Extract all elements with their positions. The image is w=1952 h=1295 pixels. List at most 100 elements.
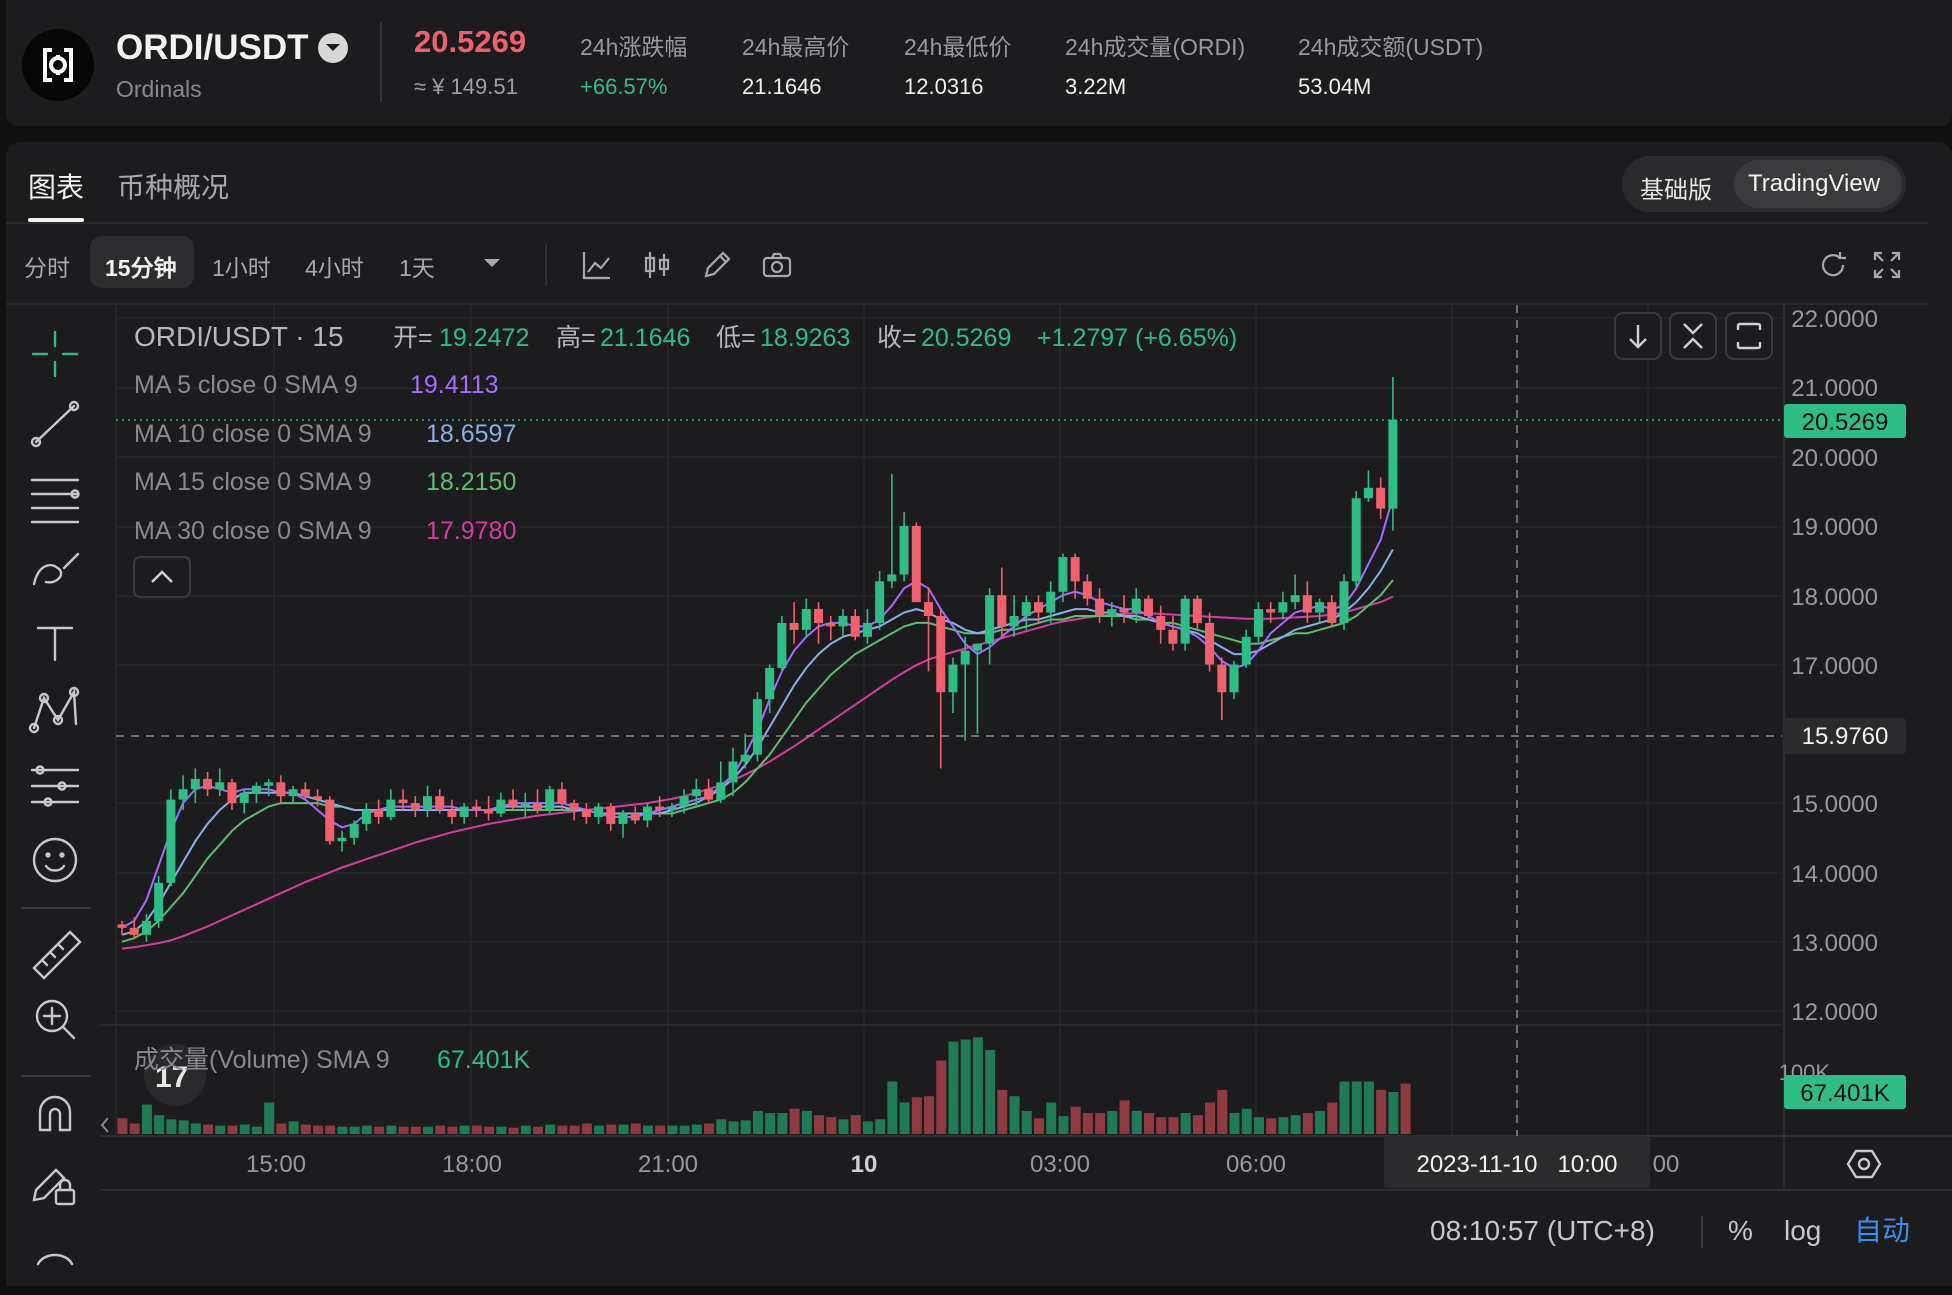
volume-bar — [752, 1110, 763, 1134]
volume-bars — [117, 1037, 1411, 1134]
volume-bar — [606, 1124, 617, 1134]
interval-15m[interactable]: 15分钟 — [105, 255, 177, 281]
volume-bar — [924, 1096, 935, 1134]
crosshair-price-label: 15.9760 — [1802, 723, 1889, 750]
volume-bar — [1058, 1116, 1069, 1134]
volume-legend-label: 成交量(Volume) SMA 9 — [134, 1046, 390, 1074]
volume-bar — [508, 1127, 519, 1134]
chevron-down-icon[interactable] — [318, 33, 348, 63]
stat-label-high: 24h最高价 — [742, 34, 850, 60]
view-tradingview-button[interactable]: TradingView — [1748, 170, 1881, 197]
stat-value-change: +66.57% — [580, 74, 668, 99]
interval-1h[interactable]: 1小时 — [212, 255, 271, 281]
candle — [569, 799, 579, 821]
zoom-in-icon[interactable] — [35, 999, 76, 1040]
more-tools-icon[interactable] — [36, 1253, 74, 1266]
text-icon[interactable] — [36, 626, 74, 662]
interval-time[interactable]: 分时 — [24, 255, 70, 281]
stat-label-turnover: 24h成交额(USDT) — [1298, 34, 1484, 60]
volume-bar — [997, 1089, 1008, 1134]
candle — [704, 778, 714, 804]
pair-title[interactable]: ORDI/USDT — [116, 28, 309, 67]
candle — [1315, 598, 1325, 623]
last-price: 20.5269 — [414, 24, 527, 59]
magnet-icon[interactable] — [38, 1095, 72, 1132]
collapse-panes-button[interactable] — [1669, 312, 1717, 360]
volume-bar — [814, 1115, 825, 1134]
interval-1d[interactable]: 1天 — [399, 255, 435, 281]
log-scale-button[interactable]: log — [1784, 1215, 1821, 1246]
volume-bar — [569, 1125, 580, 1134]
scroll-down-button[interactable] — [1614, 312, 1662, 360]
candle — [1070, 553, 1080, 599]
volume-bar — [215, 1125, 226, 1134]
view-basic-button[interactable]: 基础版 — [1640, 177, 1712, 204]
prediction-icon[interactable] — [30, 765, 80, 807]
camera-icon[interactable] — [760, 248, 794, 282]
candle — [630, 806, 640, 824]
candle — [618, 810, 628, 838]
volume-bar — [276, 1123, 287, 1134]
fullscreen-icon[interactable] — [1870, 248, 1904, 282]
volume-bar — [398, 1126, 409, 1134]
candle — [1168, 615, 1178, 651]
scroll-left-icon[interactable] — [100, 1117, 109, 1133]
interval-4h[interactable]: 4小时 — [305, 255, 364, 281]
candle — [557, 782, 567, 811]
volume-bar — [1363, 1081, 1374, 1134]
candle — [239, 789, 249, 814]
volume-bar — [862, 1121, 873, 1134]
candle — [1095, 588, 1105, 623]
candle — [178, 775, 188, 811]
candle — [1217, 657, 1227, 720]
volume-bar — [178, 1120, 189, 1134]
maximize-pane-button[interactable] — [1725, 312, 1773, 360]
x-tick-1500: 15:00 — [246, 1151, 306, 1178]
auto-scale-button[interactable]: 自动 — [1854, 1215, 1910, 1246]
horizontal-lines-icon[interactable] — [30, 478, 80, 524]
candle-type-icon[interactable] — [640, 248, 674, 282]
axis-settings-icon[interactable] — [1846, 1149, 1882, 1179]
refresh-icon[interactable] — [1816, 248, 1850, 282]
volume-bar — [532, 1126, 543, 1134]
candle — [960, 636, 970, 741]
legend-open: 19.2472 — [439, 324, 529, 352]
y-tick-13: 13.0000 — [1791, 930, 1878, 957]
volume-bar — [777, 1113, 788, 1134]
candle — [679, 789, 689, 814]
legend-collapse-button[interactable] — [133, 556, 191, 598]
tab-overview[interactable]: 币种概况 — [117, 172, 230, 203]
tab-chart[interactable]: 图表 — [28, 172, 85, 203]
volume-bar — [1351, 1081, 1362, 1134]
volume-bar — [227, 1125, 238, 1134]
candle — [325, 796, 335, 845]
interval-more-chevron-icon[interactable] — [482, 256, 502, 274]
price-chart[interactable]: ORDI/USDT · 15 开= 19.2472 高= 21.1646 低= … — [0, 305, 1952, 1286]
volume-bar — [251, 1126, 262, 1134]
emoji-icon[interactable] — [32, 837, 78, 883]
volume-bar — [1082, 1113, 1093, 1134]
pattern-icon[interactable] — [28, 686, 80, 734]
brush-icon[interactable] — [32, 552, 80, 586]
volume-bar — [1339, 1081, 1350, 1134]
stat-value-low: 12.0316 — [904, 74, 984, 99]
volume-bar — [789, 1108, 800, 1134]
ticker-header — [6, 0, 1952, 126]
percent-scale-button[interactable]: % — [1728, 1215, 1753, 1246]
candle — [203, 771, 213, 797]
candle — [1058, 553, 1068, 603]
crosshair-icon[interactable] — [31, 330, 79, 378]
volume-bar — [1168, 1117, 1179, 1134]
lock-draw-icon[interactable] — [32, 1168, 76, 1206]
volume-bar — [239, 1124, 250, 1134]
candle — [899, 512, 909, 582]
volume-bar — [313, 1125, 324, 1134]
clock-readout[interactable]: 08:10:57 (UTC+8) — [1430, 1215, 1655, 1246]
pencil-icon[interactable] — [700, 248, 734, 282]
indicator-chart-icon[interactable] — [580, 248, 614, 282]
ruler-icon[interactable] — [32, 930, 82, 980]
volume-bar — [765, 1113, 776, 1134]
trend-line-icon[interactable] — [30, 400, 80, 448]
candle — [141, 913, 151, 942]
x-tick-0600: 06:00 — [1226, 1151, 1286, 1178]
